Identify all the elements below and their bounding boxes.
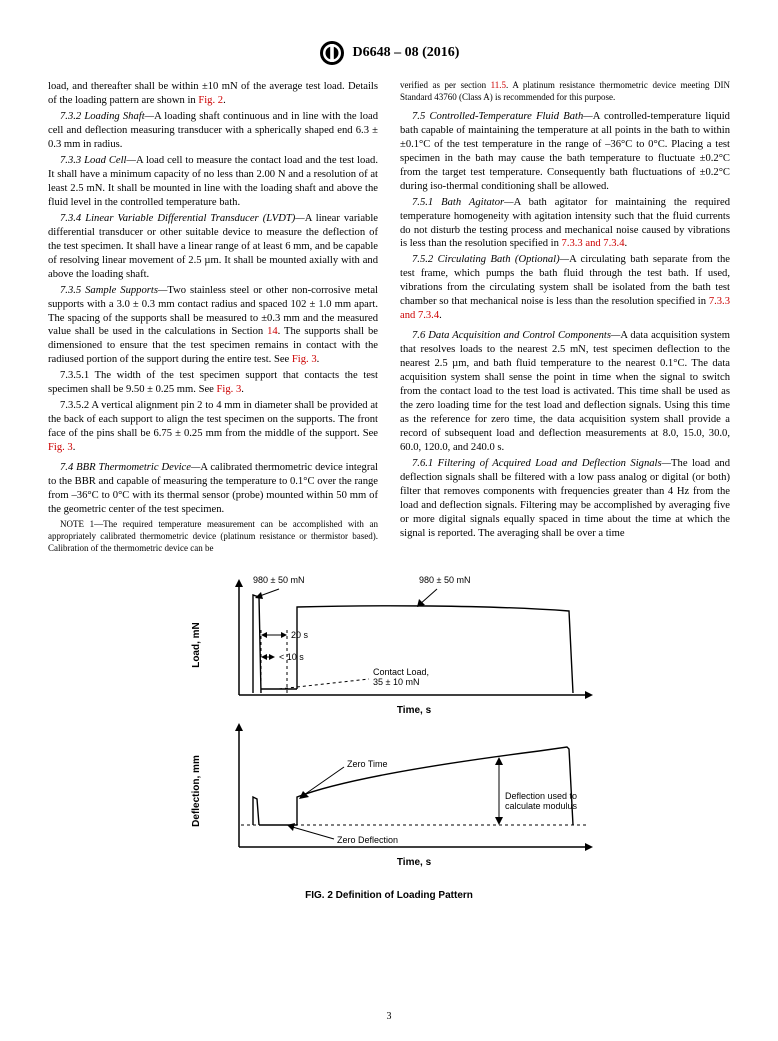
svg-text:Time, s: Time, s	[397, 705, 432, 716]
text: .	[317, 354, 320, 365]
figure-2: 20 s < 10 s Contact Load,35 ± 10 mN Seat…	[48, 575, 730, 902]
section-head: 7.3.4 Linear Variable Differential Trans…	[60, 213, 305, 224]
svg-text:Zero Deflection: Zero Deflection	[337, 835, 398, 845]
section-head: 7.5.1 Bath Agitator—	[412, 197, 514, 208]
section-head: 7.5.2 Circulating Bath (Optional)—	[412, 254, 569, 265]
para-7-5-1: 7.5.1 Bath Agitator—A bath agitator for …	[400, 196, 730, 252]
ref-11-5: 11.5	[491, 80, 506, 90]
note-head: NOTE 1—	[60, 519, 103, 529]
ref-7-3-3-4: 7.3.3 and 7.3.4	[562, 238, 625, 249]
text: .	[223, 95, 226, 106]
para-7-3-2: 7.3.2 Loading Shaft—A loading shaft cont…	[48, 110, 378, 152]
section-head: 7.4 BBR Thermometric Device—	[60, 462, 200, 473]
para-7-3-3: 7.3.3 Load Cell—A load cell to measure t…	[48, 154, 378, 210]
text: verified as per section	[400, 80, 491, 90]
note-1-part2: verified as per section 11.5. A platinum…	[400, 80, 730, 104]
section-head: 7.5 Controlled-Temperature Fluid Bath—	[412, 111, 593, 122]
bottom-plot: Zero Time Zero Deflection Deflection use…	[191, 723, 593, 868]
text: 7.3.5.2 A vertical alignment pin 2 to 4 …	[48, 400, 378, 439]
text: .	[241, 384, 244, 395]
svg-text:Deflection, mm: Deflection, mm	[191, 755, 202, 827]
para-lead: load, and thereafter shall be within ±10…	[48, 80, 378, 108]
text: .	[625, 238, 628, 249]
figure-caption: FIG. 2 Definition of Loading Pattern	[48, 889, 730, 902]
text: .	[439, 310, 442, 321]
section-head: 7.6.1 Filtering of Acquired Load and Def…	[412, 458, 671, 469]
svg-text:Contact Load,35 ± 10 mN: Contact Load,35 ± 10 mN	[373, 667, 429, 687]
text: 7.3.5.1 The width of the test specimen s…	[48, 370, 378, 395]
para-7-5: 7.5 Controlled-Temperature Fluid Bath—A …	[400, 110, 730, 194]
loading-pattern-chart: 20 s < 10 s Contact Load,35 ± 10 mN Seat…	[169, 575, 609, 885]
para-7-6: 7.6 Data Acquisition and Control Compone…	[400, 329, 730, 455]
text: A controlled-temperature liquid bath cap…	[400, 111, 730, 192]
section-head: 7.3.5 Sample Supports—	[60, 285, 167, 296]
section-head: 7.3.3 Load Cell—	[60, 155, 136, 166]
ref-fig3: Fig. 3	[48, 442, 73, 453]
ref-fig3: Fig. 3	[217, 384, 242, 395]
svg-text:Seating Load,980 ± 50 mN: Seating Load,980 ± 50 mN	[253, 575, 309, 585]
para-7-3-4: 7.3.4 Linear Variable Differential Trans…	[48, 212, 378, 282]
two-column-body: load, and thereafter shall be within ±10…	[48, 80, 730, 557]
page-number: 3	[0, 1010, 778, 1023]
text: The load and deflection signals shall be…	[400, 458, 730, 539]
section-head: 7.3.2 Loading Shaft—	[60, 111, 154, 122]
svg-text:Zero Time: Zero Time	[347, 759, 388, 769]
svg-text:Time, s: Time, s	[397, 857, 432, 868]
svg-text:Load, mN: Load, mN	[191, 622, 202, 668]
svg-text:Test Load,980 ± 50 mN: Test Load,980 ± 50 mN	[419, 575, 470, 585]
ref-14: 14	[267, 326, 278, 337]
para-7-3-5: 7.3.5 Sample Supports—Two stainless stee…	[48, 284, 378, 368]
para-7-6-1: 7.6.1 Filtering of Acquired Load and Def…	[400, 457, 730, 541]
page: D6648 – 08 (2016) load, and thereafter s…	[0, 0, 778, 1041]
section-head: 7.6 Data Acquisition and Control Compone…	[412, 330, 620, 341]
astm-logo-icon	[319, 40, 345, 66]
ref-fig2: Fig. 2	[198, 95, 223, 106]
para-7-5-2: 7.5.2 Circulating Bath (Optional)—A circ…	[400, 253, 730, 323]
text: A data acquisition system that resolves …	[400, 330, 730, 453]
para-7-4: 7.4 BBR Thermometric Device—A calibrated…	[48, 461, 378, 517]
ref-fig3: Fig. 3	[292, 354, 317, 365]
svg-text:Deflection used tocalculate mo: Deflection used tocalculate modulus	[505, 791, 578, 811]
page-header: D6648 – 08 (2016)	[48, 40, 730, 66]
svg-text:< 10 s: < 10 s	[279, 652, 304, 662]
svg-text:20 s: 20 s	[291, 630, 309, 640]
designation-title: D6648 – 08 (2016)	[353, 44, 460, 62]
para-7-3-5-2: 7.3.5.2 A vertical alignment pin 2 to 4 …	[48, 399, 378, 455]
para-7-3-5-1: 7.3.5.1 The width of the test specimen s…	[48, 369, 378, 397]
top-plot: 20 s < 10 s Contact Load,35 ± 10 mN Seat…	[191, 575, 593, 716]
note-1-part1: NOTE 1—The required temperature measurem…	[48, 519, 378, 555]
text: .	[73, 442, 76, 453]
